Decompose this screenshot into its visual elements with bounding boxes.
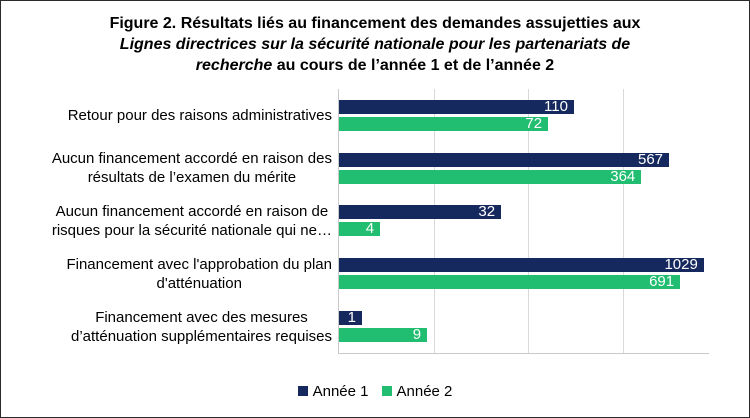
bar-value-label: 9 [412,326,422,344]
bar-value-label: 110 [544,97,568,115]
category-row-4: Financement avec l'approbation du plan d… [9,247,709,300]
legend-item-annee1: Année 1 [297,382,369,400]
category-label: Financement avec l'approbation du plan d… [66,255,332,292]
bar-annee2: 72 [339,114,549,132]
legend-item-annee2: Année 2 [381,382,453,400]
bar-cluster-3: 32 4 [339,195,709,248]
legend-label-annee1: Année 1 [312,382,369,400]
bar-rows: Retour pour des raisons administratives … [9,89,709,353]
category-row-5: Financement avec des mesures d’atténuati… [9,300,709,353]
category-row-1: Retour pour des raisons administratives … [9,89,709,142]
bar-annee1: 1029 [339,256,704,274]
gridline-2 [528,89,530,353]
category-axis-line [338,89,339,353]
bar-value-label: 1029 [664,256,698,274]
legend-swatch-annee1 [297,386,308,396]
chart-title-line2-italic: Lignes directrices sur la sécurité natio… [119,36,631,53]
gridline-1 [433,89,435,353]
bar-annee2: 364 [339,167,642,185]
bar-annee1: 32 [339,203,502,221]
bar-value-label: 1 [347,309,356,327]
bar-annee2: 691 [339,273,681,291]
bar-annee2: 4 [339,220,381,238]
plot-area [339,89,709,353]
chart-legend: Année 1 Année 2 [1,379,749,403]
category-label: Retour pour des raisons administratives [67,106,332,124]
category-row-2: Aucun financement accordé en raison des … [9,142,709,195]
chart-title-line2: Lignes directrices sur la sécurité natio… [26,34,724,55]
bar-annee2: 9 [339,326,428,344]
chart-title-line3: recherche au cours de l’année 1 et de l’… [26,55,724,76]
bar-annee1: 567 [339,150,670,168]
category-label: Aucun financement accordé en raison de r… [51,202,332,239]
bar-value-label: 567 [638,150,664,168]
chart-title-line1: Figure 2. Résultats liés au financement … [26,13,724,34]
gridline-3 [623,89,625,353]
chart-title-line3-regular: au cours de l’année 1 et de l’année 2 [272,57,555,74]
category-label: Aucun financement accordé en raison des … [51,150,332,187]
category-cell-1: Retour pour des raisons administratives [9,89,339,142]
bar-annee1: 1 [339,309,362,327]
bar-value-label: 32 [478,203,496,221]
legend-label-annee2: Année 2 [396,382,453,400]
chart-title: Figure 2. Résultats liés au financement … [26,13,724,76]
bar-value-label: 691 [649,273,675,291]
category-cell-2: Aucun financement accordé en raison des … [9,142,339,195]
legend-swatch-annee2 [381,386,392,396]
chart-title-line1-text: Figure 2. Résultats liés au financement … [109,15,641,32]
chart-title-line3-italic: recherche [195,57,273,74]
value-axis-line [338,353,709,354]
bar-cluster-1: 110 72 [339,89,709,142]
category-label: Financement avec des mesures d’atténuati… [71,308,332,345]
category-cell-5: Financement avec des mesures d’atténuati… [9,300,339,353]
bar-value-label: 72 [525,114,543,132]
bar-annee1: 110 [339,97,574,115]
category-cell-4: Financement avec l'approbation du plan d… [9,247,339,300]
category-row-3: Aucun financement accordé en raison de r… [9,195,709,248]
bar-value-label: 364 [610,167,636,185]
bar-cluster-2: 567 364 [339,142,709,195]
bar-cluster-5: 1 9 [339,300,709,353]
bar-value-label: 4 [365,220,375,238]
category-cell-3: Aucun financement accordé en raison de r… [9,195,339,248]
bar-cluster-4: 1029 691 [339,247,709,300]
